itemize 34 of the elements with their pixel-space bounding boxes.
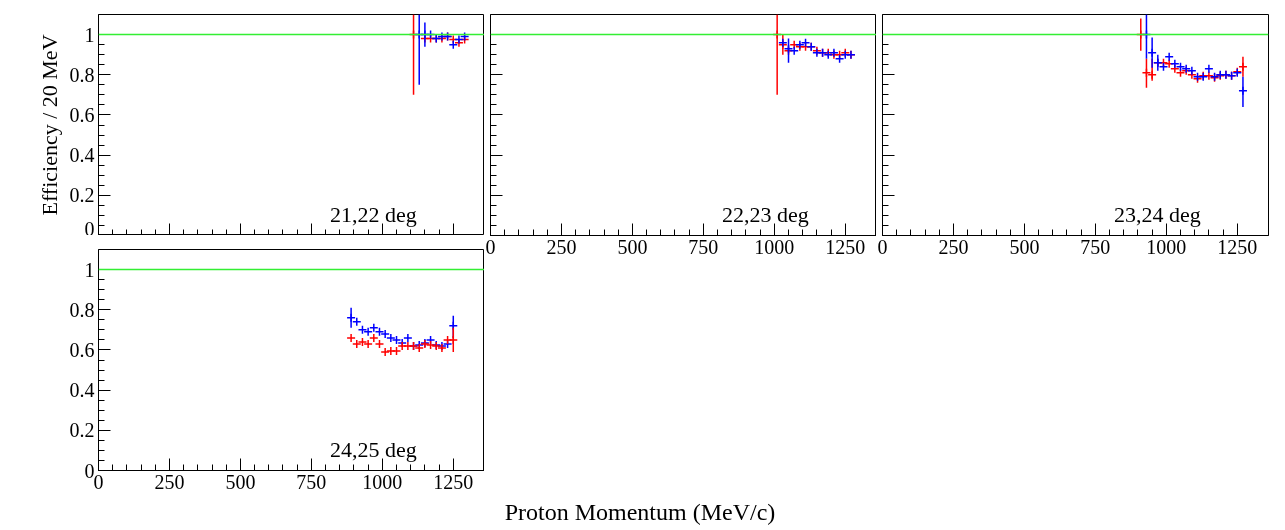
y-tick-label: 0.2 [69, 419, 95, 442]
y-tick-label: 0.4 [69, 144, 95, 167]
y-axis-title: Efficiency / 20 MeV [36, 34, 62, 216]
x-tick-label: 500 [617, 235, 648, 258]
x-tick-label: 750 [688, 235, 719, 258]
y-tick-label: 0.4 [69, 379, 95, 402]
y-tick-label: 1 [84, 23, 95, 46]
y-tick-label: 0 [84, 217, 95, 240]
y-tick-label: 0.2 [69, 184, 95, 207]
x-tick-label: 750 [296, 470, 327, 493]
annotation: 21,22 deg [330, 201, 417, 227]
y-tick-label: 1 [84, 258, 95, 281]
x-axis-title: Proton Momentum (MeV/c) [504, 498, 776, 527]
x-tick-label: 250 [938, 235, 969, 258]
annotation: 23,24 deg [1114, 201, 1201, 227]
y-tick-label: 0.6 [69, 338, 95, 361]
x-tick-label: 250 [546, 235, 577, 258]
x-tick-label: 1000 [362, 470, 403, 493]
x-tick-label: 250 [154, 470, 185, 493]
x-tick-label: 500 [225, 470, 256, 493]
y-tick-label: 0.8 [69, 298, 95, 321]
x-tick-label: 500 [1009, 235, 1040, 258]
y-tick-label: 0.6 [69, 103, 95, 126]
x-tick-label: 1000 [754, 235, 795, 258]
x-tick-label: 1250 [825, 235, 866, 258]
x-tick-label: 1000 [1146, 235, 1187, 258]
x-tick-label: 1250 [1217, 235, 1258, 258]
x-tick-label: 0 [485, 235, 496, 258]
y-tick-label: 0.8 [69, 63, 95, 86]
annotation: 24,25 deg [330, 436, 417, 462]
x-tick-label: 0 [877, 235, 888, 258]
x-tick-label: 750 [1080, 235, 1111, 258]
annotation: 22,23 deg [722, 201, 809, 227]
x-tick-label: 1250 [433, 470, 474, 493]
